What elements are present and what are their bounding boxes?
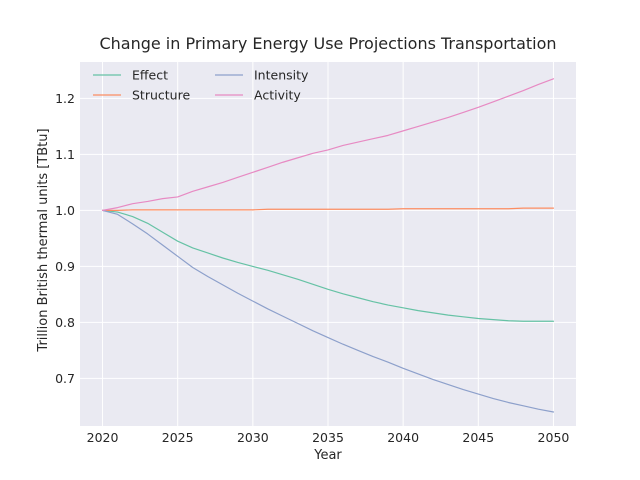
y-tick-label: 1.0 <box>55 203 75 218</box>
y-axis-label: Trillion British thermal units [TBtu] <box>36 128 51 352</box>
tick-labels: 2020 2025 2030 2035 2040 2045 2050 0.7 0.8 0.9 1.0… <box>55 91 569 445</box>
legend-label-activity: Activity <box>254 88 301 103</box>
x-tick-label: 2030 <box>237 430 269 445</box>
chart-title: Change in Primary Energy Use Projections… <box>99 34 556 53</box>
series-line-activity <box>101 78 555 211</box>
x-axis-label: Year <box>313 448 342 463</box>
x-tick-label: 2040 <box>387 430 419 445</box>
legend: Effect Structure Intensity Activity <box>93 68 309 103</box>
series-line-intensity <box>101 209 555 413</box>
x-tick-label: 2035 <box>312 430 344 445</box>
y-tick-label: 0.9 <box>55 259 75 274</box>
x-tick-label: 2045 <box>462 430 494 445</box>
x-tick-label: 2050 <box>538 430 570 445</box>
x-tick-label: 2025 <box>162 430 194 445</box>
x-tick-label: 2020 <box>87 430 119 445</box>
legend-label-structure: Structure <box>132 88 190 103</box>
series-line-effect <box>101 209 555 322</box>
series-lines <box>101 78 555 413</box>
y-tick-label: 1.1 <box>55 147 75 162</box>
y-tick-label: 0.8 <box>55 315 75 330</box>
series-line-structure <box>101 207 555 211</box>
legend-label-intensity: Intensity <box>254 68 309 83</box>
legend-label-effect: Effect <box>132 68 168 83</box>
grid <box>80 62 576 426</box>
y-tick-label: 1.2 <box>55 91 75 106</box>
y-tick-label: 0.7 <box>55 371 75 386</box>
